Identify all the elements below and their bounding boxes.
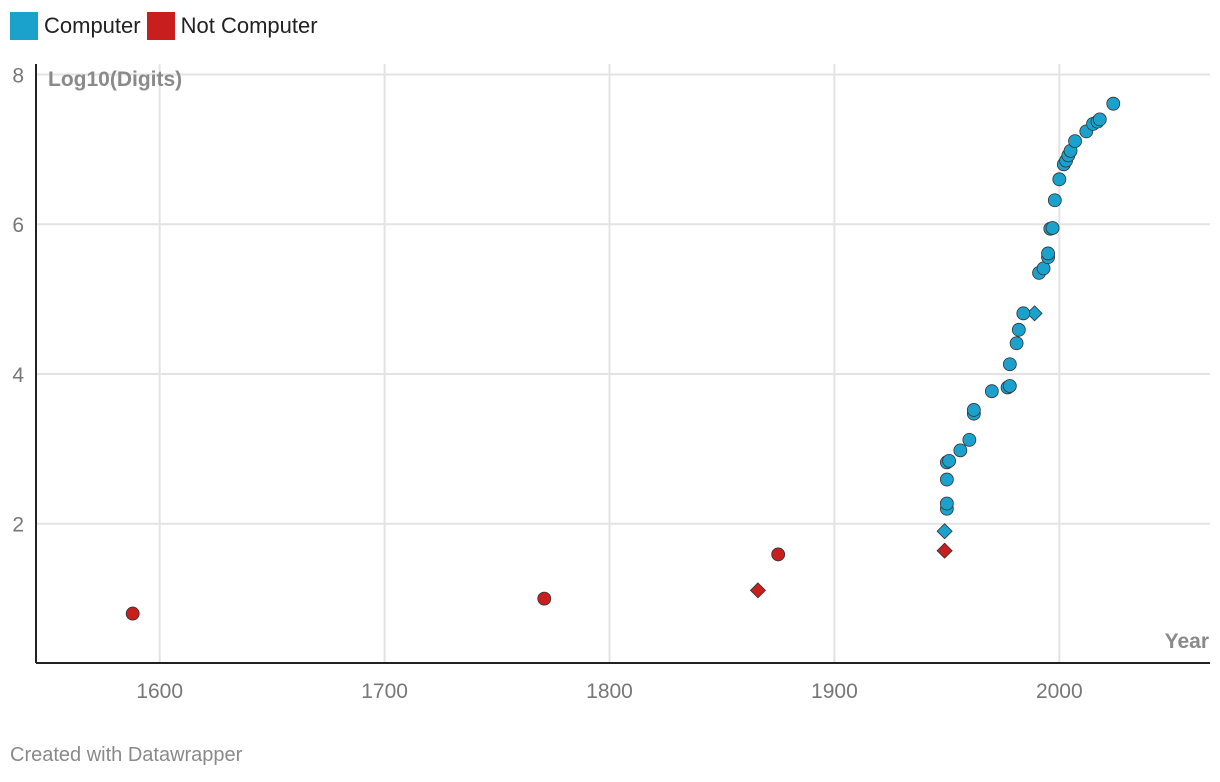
grid-lines [36, 64, 1210, 663]
y-tick-label: 8 [12, 64, 24, 87]
data-point-computer [962, 432, 977, 447]
data-point-computer [942, 453, 957, 468]
tick-labels: 1600 1700 1800 1900 2000 2 4 6 8 [12, 64, 1082, 703]
y-tick-label: 4 [12, 364, 24, 387]
x-axis-label: Year [1165, 630, 1209, 653]
legend-label-not-computer: Not Computer [180, 13, 318, 38]
x-tick-label: 2000 [1036, 680, 1083, 703]
axes [35, 64, 1210, 664]
x-tick-label: 1600 [136, 680, 183, 703]
legend-item-computer: Computer [10, 12, 141, 40]
y-tick-label: 2 [12, 514, 24, 537]
legend-item-not-computer: Not Computer [146, 12, 318, 40]
data-point-computer [1011, 322, 1026, 337]
x-tick-label: 1800 [586, 680, 633, 703]
data-point-computer [1041, 246, 1055, 261]
data-point-computer [1016, 306, 1031, 321]
data-point-computer [1009, 336, 1024, 351]
legend-label-computer: Computer [44, 13, 141, 38]
data-point-computer [1092, 112, 1107, 127]
y-tick-label: 6 [12, 214, 24, 237]
data-point-computer [1068, 134, 1082, 149]
data-point-not-computer [537, 591, 552, 606]
chart-legend: Computer Not Computer [10, 12, 324, 40]
data-point-not-computer [936, 542, 953, 559]
data-point-computer [1052, 172, 1067, 187]
data-point-not-computer [749, 582, 767, 599]
legend-swatch-not-computer [146, 12, 175, 40]
x-tick-label: 1700 [361, 680, 408, 703]
data-point-computer [1002, 379, 1017, 393]
data-point-computer [984, 384, 999, 399]
data-point-computer [1106, 96, 1121, 111]
x-tick-label: 1900 [811, 680, 858, 703]
data-point-computer [939, 496, 954, 511]
footer-credit: Created with Datawrapper [10, 744, 243, 766]
data-point-not-computer [125, 606, 140, 621]
data-point-not-computer [771, 547, 786, 562]
data-point-computer [966, 403, 981, 417]
data-point-computer [939, 472, 954, 487]
y-axis-label: Log10(Digits) [48, 68, 182, 91]
data-point-computer [936, 523, 953, 540]
data-point-computer [1002, 357, 1017, 372]
data-point-computer [1047, 193, 1062, 208]
data-points [125, 96, 1121, 621]
legend-swatch-computer [10, 12, 38, 40]
data-point-computer [1045, 221, 1060, 235]
data-point-computer [953, 443, 968, 458]
